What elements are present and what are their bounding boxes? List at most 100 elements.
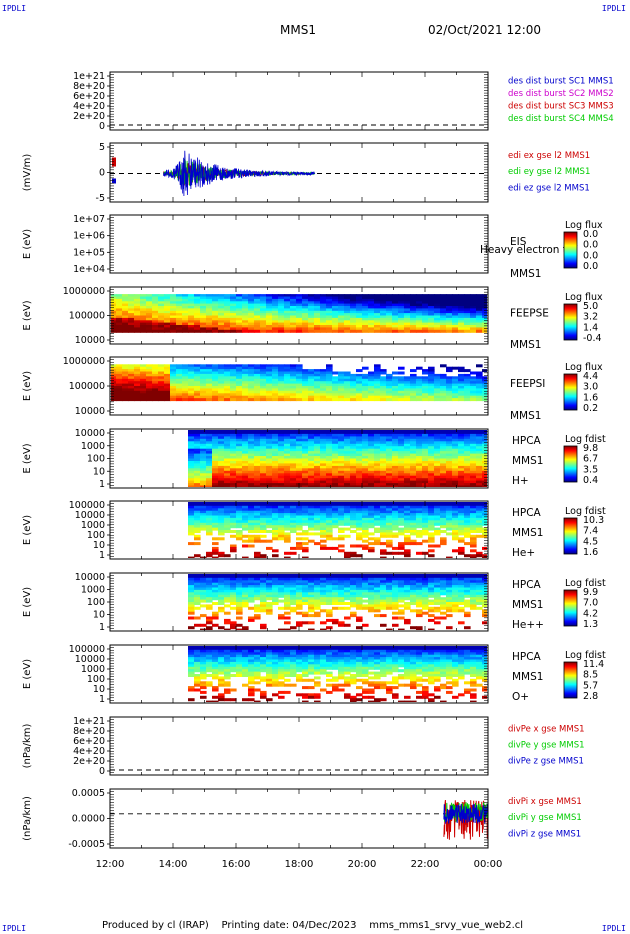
spectrogram-cell — [374, 513, 381, 517]
spectrogram-cell — [206, 317, 213, 321]
spectrogram-cell — [314, 587, 321, 591]
spectrogram-cell — [260, 453, 267, 457]
spectrogram-cell — [344, 463, 351, 467]
spectrogram-cell — [200, 575, 207, 579]
spectrogram-cell — [194, 366, 201, 370]
spectrogram-cell — [368, 327, 375, 331]
spectrogram-cell — [320, 373, 327, 377]
spectrogram-cell — [404, 473, 411, 477]
spectrogram-cell — [458, 527, 465, 531]
spectrogram-cell — [290, 371, 297, 375]
spectrogram-cell — [356, 381, 363, 385]
spectrogram-cell — [272, 468, 279, 472]
spectrogram-cell — [308, 520, 315, 524]
spectrogram-cell — [416, 308, 423, 312]
spectrogram-cell — [212, 395, 219, 399]
spectrogram-cell — [470, 483, 477, 487]
spectrogram-cell — [326, 480, 333, 484]
spectrogram-cell — [344, 317, 351, 321]
spectrogram-cell — [350, 574, 357, 576]
spectrogram-cell — [236, 465, 243, 469]
spectrogram-cell — [230, 366, 237, 370]
spectrogram-cell — [230, 465, 237, 469]
spectrogram-cell — [111, 395, 117, 399]
spectrogram-cell — [296, 606, 303, 610]
spectrogram-cell — [200, 597, 207, 601]
spectrogram-cell — [398, 551, 405, 555]
spectrogram-cell — [188, 480, 195, 484]
spectrogram-cell — [194, 390, 201, 394]
spectrogram-cell — [188, 606, 195, 610]
spectrogram-cell — [284, 317, 291, 321]
spectrogram-cell — [470, 376, 477, 380]
spectrogram-cell — [476, 441, 483, 445]
spectrogram-cell — [224, 502, 231, 504]
spectrogram-cell — [416, 376, 423, 380]
spectrogram-cell — [362, 517, 369, 521]
spectrogram-cell — [446, 398, 453, 402]
spectrogram-cell — [200, 587, 207, 591]
spectrogram-cell — [218, 525, 225, 529]
spectrogram-cell — [344, 296, 351, 300]
spectrogram-cell — [332, 505, 339, 509]
spectrogram-cell — [242, 308, 249, 312]
spectrogram-cell — [182, 310, 189, 314]
spectrogram-cell — [290, 597, 297, 601]
spectrogram-cell — [350, 522, 357, 526]
spectrogram-cell — [152, 366, 159, 370]
spectrogram-cell — [122, 298, 129, 302]
spectrogram-cell — [236, 470, 243, 474]
spectrogram-cell — [302, 451, 309, 455]
spectrogram-cell — [254, 554, 261, 558]
spectrogram-cell — [428, 473, 435, 477]
spectrogram-cell — [236, 383, 243, 387]
spectrogram-cell — [236, 510, 243, 514]
spectrogram-cell — [470, 458, 477, 462]
spectrogram-cell — [434, 544, 441, 548]
spectrogram-cell — [434, 522, 441, 526]
spectrogram-cell — [350, 502, 357, 504]
spectrogram-cell — [266, 373, 273, 377]
spectrogram-cell — [278, 301, 285, 305]
spectrogram-cell — [272, 473, 279, 477]
spectrogram-cell — [272, 502, 279, 504]
spectrogram-cell — [398, 388, 405, 392]
spectrogram-cell — [314, 431, 321, 435]
spectrogram-cell — [254, 468, 261, 472]
spectrogram-cell — [230, 522, 237, 526]
spectrogram-cell — [242, 478, 249, 482]
spectrogram-cell — [320, 473, 327, 477]
spectrogram-cell — [458, 298, 465, 302]
spectrogram-cell — [206, 626, 213, 630]
spectrogram-cell — [350, 483, 357, 487]
spectrogram-cell — [404, 475, 411, 479]
spectrogram-cell — [422, 515, 429, 519]
spectrogram-cell — [176, 381, 183, 385]
spectrogram-cell — [212, 303, 219, 307]
spectrogram-cell — [314, 294, 321, 298]
spectrogram-cell — [338, 522, 345, 526]
spectrogram-cell — [218, 465, 225, 469]
spectrogram-cell — [242, 393, 249, 397]
spectrogram-cell — [452, 390, 459, 394]
spectrogram-cell — [212, 451, 219, 455]
spectrogram-cell — [278, 388, 285, 392]
spectrogram-cell — [272, 443, 279, 447]
spectrogram-cell — [158, 322, 165, 326]
spectrogram-cell — [116, 376, 123, 380]
spectrogram-cell — [182, 322, 189, 326]
spectrogram-cell — [332, 388, 339, 392]
spectrogram-cell — [242, 317, 249, 321]
spectrogram-cell — [476, 393, 483, 397]
spectrogram-cell — [224, 530, 231, 533]
spectrogram-cell — [344, 430, 351, 433]
spectrogram-cell — [362, 534, 369, 538]
spectrogram-cell — [164, 386, 171, 389]
spectrogram-cell — [284, 525, 291, 529]
spectrogram-cell — [212, 320, 219, 324]
spectrogram-cell — [122, 325, 129, 328]
spectrogram-cell — [458, 301, 465, 305]
spectrogram-cell — [146, 310, 153, 314]
spectrogram-cell — [152, 371, 159, 375]
spectrogram-cell — [362, 446, 369, 450]
